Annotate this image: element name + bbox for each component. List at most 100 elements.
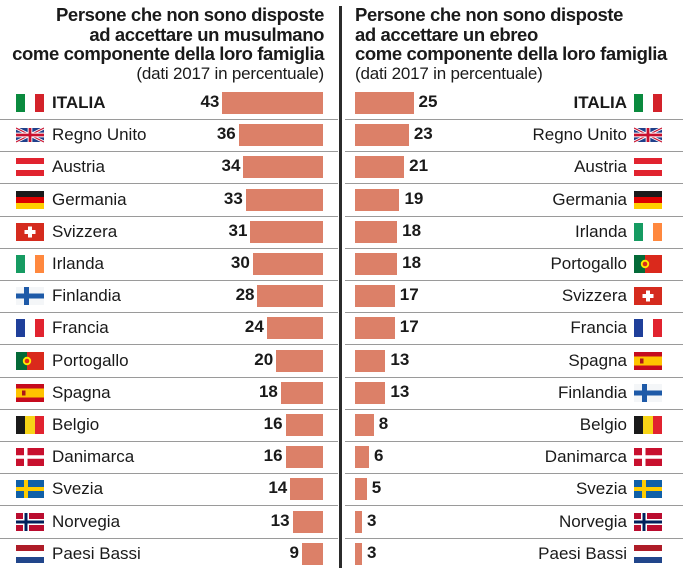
table-row: Francia 17 — [345, 312, 683, 346]
chart-title-line: Persone che non sono disposte — [55, 4, 324, 25]
netherlands-flag — [16, 544, 44, 563]
bar — [355, 478, 367, 501]
value-label: 17 — [399, 285, 419, 305]
bar — [266, 317, 323, 340]
norway-flag — [634, 512, 662, 531]
spain-flag — [634, 351, 662, 370]
finland-flag — [16, 287, 44, 306]
bar — [355, 188, 400, 211]
chart-title-line: ad accettare un musulmano — [89, 23, 324, 45]
netherlands-flag — [634, 544, 662, 563]
table-row: Danimarca 6 — [345, 441, 683, 475]
bar — [355, 349, 386, 372]
value-label: 9 — [289, 542, 299, 562]
bar — [245, 188, 323, 211]
muslim-chart-header: Persone che non sono disposte ad accetta… — [12, 5, 324, 83]
jew-chart-panel: Persone che non sono disposte ad accetta… — [345, 0, 683, 575]
country-label: Svizzera — [52, 221, 118, 241]
bar — [301, 542, 323, 565]
bar — [252, 253, 323, 275]
value-label: 34 — [221, 156, 241, 176]
value-label: 43 — [200, 92, 220, 111]
country-label: Paesi Bassi — [538, 543, 627, 563]
country-label: Spagna — [568, 350, 627, 370]
country-label: ITALIA — [573, 93, 627, 112]
country-label: Norvegia — [52, 511, 121, 531]
country-label: Finlandia — [558, 382, 627, 402]
bar — [243, 156, 323, 179]
table-row: Danimarca 16 — [0, 441, 338, 475]
country-label: Germania — [52, 189, 127, 209]
value-label: 6 — [374, 446, 384, 466]
bar — [292, 510, 323, 533]
country-label: Norvegia — [558, 511, 627, 531]
value-label: 18 — [402, 253, 422, 272]
value-label: 13 — [270, 510, 290, 530]
bar — [355, 446, 370, 469]
switzerland-flag — [634, 287, 662, 306]
value-label: 13 — [390, 381, 410, 401]
value-label: 36 — [216, 124, 236, 144]
table-row: Portogallo 18 — [345, 248, 683, 281]
table-row: Spagna 18 — [0, 377, 338, 410]
table-row: Germania 33 — [0, 184, 338, 217]
table-row: Irlanda 18 — [345, 216, 683, 249]
chart-title-line: Persone che non sono disposte — [355, 4, 624, 25]
table-row: Germania 19 — [345, 184, 683, 217]
bar — [355, 124, 409, 147]
bar — [355, 317, 395, 340]
country-label: Danimarca — [52, 447, 135, 467]
table-row: Finlandia 13 — [345, 377, 683, 410]
chart-subtitle: (dati 2017 in percentuale) — [355, 63, 543, 83]
germany-flag — [16, 190, 44, 209]
value-label: 3 — [367, 542, 377, 562]
denmark-flag — [634, 448, 662, 467]
table-row: Norvegia 13 — [0, 506, 338, 539]
bar — [257, 285, 323, 308]
value-label: 21 — [409, 156, 429, 176]
value-label: 18 — [402, 220, 422, 240]
table-row: Paesi Bassi 9 — [0, 538, 338, 570]
ireland-flag — [634, 222, 662, 241]
muslim-chart-panel: Persone che non sono disposte ad accetta… — [0, 0, 338, 575]
country-label: Belgio — [579, 415, 627, 434]
table-row: Svezia 5 — [345, 473, 683, 507]
finland-flag — [634, 383, 662, 402]
switzerland-flag — [16, 222, 44, 241]
country-label: ITALIA — [52, 93, 106, 112]
table-row: ITALIA 25 — [345, 87, 683, 120]
value-label: 28 — [235, 285, 255, 305]
value-label: 14 — [268, 478, 288, 498]
bar — [355, 220, 398, 243]
table-row: Austria 21 — [345, 151, 683, 185]
uk-flag — [16, 126, 44, 144]
table-row: Belgio 8 — [345, 409, 683, 442]
country-label: Paesi Bassi — [52, 543, 141, 563]
country-label: Svezia — [575, 479, 627, 499]
italy-flag — [16, 94, 44, 112]
belgium-flag — [634, 416, 662, 434]
jew-chart-header: Persone che non sono disposte ad accetta… — [355, 5, 667, 83]
value-label: 24 — [244, 317, 264, 337]
country-label: Svizzera — [561, 286, 627, 306]
country-label: Svezia — [52, 479, 104, 499]
value-label: 3 — [367, 510, 377, 530]
table-row: Paesi Bassi 3 — [345, 538, 683, 570]
bar — [355, 253, 398, 275]
country-label: Portogallo — [550, 254, 627, 273]
table-row: Finlandia 28 — [0, 280, 338, 314]
value-label: 30 — [230, 253, 250, 272]
bar — [355, 510, 363, 533]
spain-flag — [16, 383, 44, 402]
bar — [355, 156, 405, 179]
france-flag — [16, 319, 44, 338]
table-row: Austria 34 — [0, 151, 338, 185]
sweden-flag — [16, 480, 44, 499]
country-label: Spagna — [52, 382, 111, 402]
chart-title-line: ad accettare un ebreo — [355, 23, 538, 45]
country-label: Germania — [552, 189, 627, 209]
uk-flag — [634, 126, 662, 144]
chart-subtitle: (dati 2017 in percentuale) — [136, 63, 324, 83]
country-label: Francia — [52, 318, 109, 338]
value-label: 18 — [258, 381, 278, 401]
